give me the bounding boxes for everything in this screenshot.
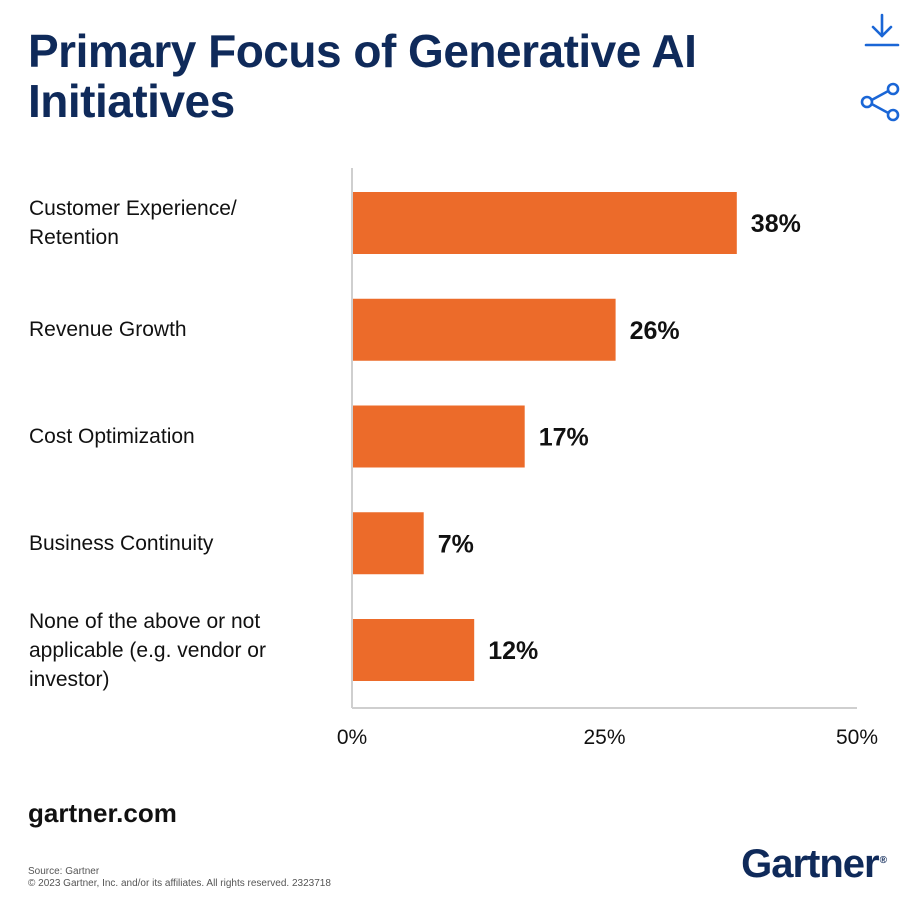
bar (353, 619, 475, 681)
bar-value-label: 12% (488, 637, 538, 665)
bar-value-label: 7% (438, 530, 474, 558)
bar (353, 512, 424, 575)
bar (353, 298, 616, 361)
chart-title: Primary Focus of Generative AI Initiativ… (28, 25, 697, 127)
source-line: Source: Gartner (28, 866, 100, 877)
x-tick-label: 25% (583, 726, 625, 749)
bar-value-label: 26% (630, 317, 680, 345)
bar-chart: 38% 26% 17% 7% 12% 0% 25% 50% (337, 168, 878, 749)
share-icon[interactable] (858, 82, 902, 122)
source-note: Source: Gartner © 2023 Gartner, Inc. and… (28, 866, 331, 890)
x-tick-label: 0% (337, 726, 367, 749)
category-label: Cost Optimization (29, 425, 195, 448)
x-tick-label: 50% (836, 726, 878, 749)
bar-value-label: 38% (751, 210, 801, 238)
category-label: Revenue Growth (29, 318, 187, 342)
site-link[interactable]: gartner.com (28, 798, 177, 828)
bar (353, 192, 737, 254)
copyright-line: © 2023 Gartner, Inc. and/or its affiliat… (28, 878, 331, 889)
bar (353, 405, 525, 468)
bar-value-label: 17% (539, 424, 589, 452)
brand-name: Gartner (741, 842, 879, 886)
download-icon[interactable] (862, 12, 902, 50)
category-label: Business Continuity (29, 531, 214, 555)
category-label: None of the above or not applicable (e.g… (29, 609, 266, 691)
brand-registered-mark: ® (879, 854, 887, 866)
brand-logo: Gartner® (741, 842, 887, 887)
category-label: Customer Experience/ Retention (29, 197, 237, 249)
